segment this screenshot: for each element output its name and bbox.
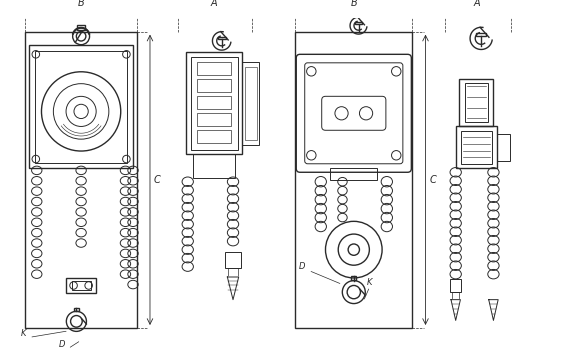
Bar (191, 57, 238, 150)
Bar (197, 130, 231, 143)
Polygon shape (451, 300, 460, 320)
Bar (465, 83, 488, 122)
Bar (452, 292, 459, 300)
Bar (29, 45, 133, 169)
Text: C: C (429, 175, 436, 185)
Bar (246, 67, 257, 140)
Bar (35, 51, 128, 163)
Text: B: B (78, 0, 84, 8)
Bar (459, 79, 493, 126)
Bar (295, 32, 412, 328)
Text: B: B (350, 0, 357, 8)
Bar (218, 37, 226, 39)
Text: C: C (154, 175, 160, 185)
Bar (71, 281, 91, 290)
Text: D: D (299, 261, 306, 270)
Polygon shape (227, 277, 239, 300)
Bar (352, 276, 356, 280)
Bar (197, 79, 231, 92)
Bar (197, 96, 231, 109)
Polygon shape (489, 300, 498, 320)
Bar (497, 134, 510, 161)
Bar (197, 62, 231, 75)
Bar (26, 32, 137, 328)
Text: K: K (367, 277, 373, 287)
Text: A: A (211, 0, 218, 8)
Text: K: K (21, 328, 26, 337)
Bar (476, 33, 486, 36)
Bar (243, 62, 260, 145)
Bar (456, 126, 497, 169)
Bar (330, 169, 378, 180)
Text: A: A (473, 0, 480, 8)
Bar (355, 22, 362, 24)
Bar (193, 154, 235, 178)
Bar (226, 252, 240, 268)
Bar (450, 279, 462, 292)
Bar (186, 52, 243, 154)
Bar (77, 25, 85, 30)
Text: D: D (58, 340, 65, 349)
Bar (229, 268, 238, 277)
Bar (197, 113, 231, 126)
Bar (74, 307, 78, 311)
Bar (66, 278, 96, 293)
Bar (462, 131, 492, 164)
